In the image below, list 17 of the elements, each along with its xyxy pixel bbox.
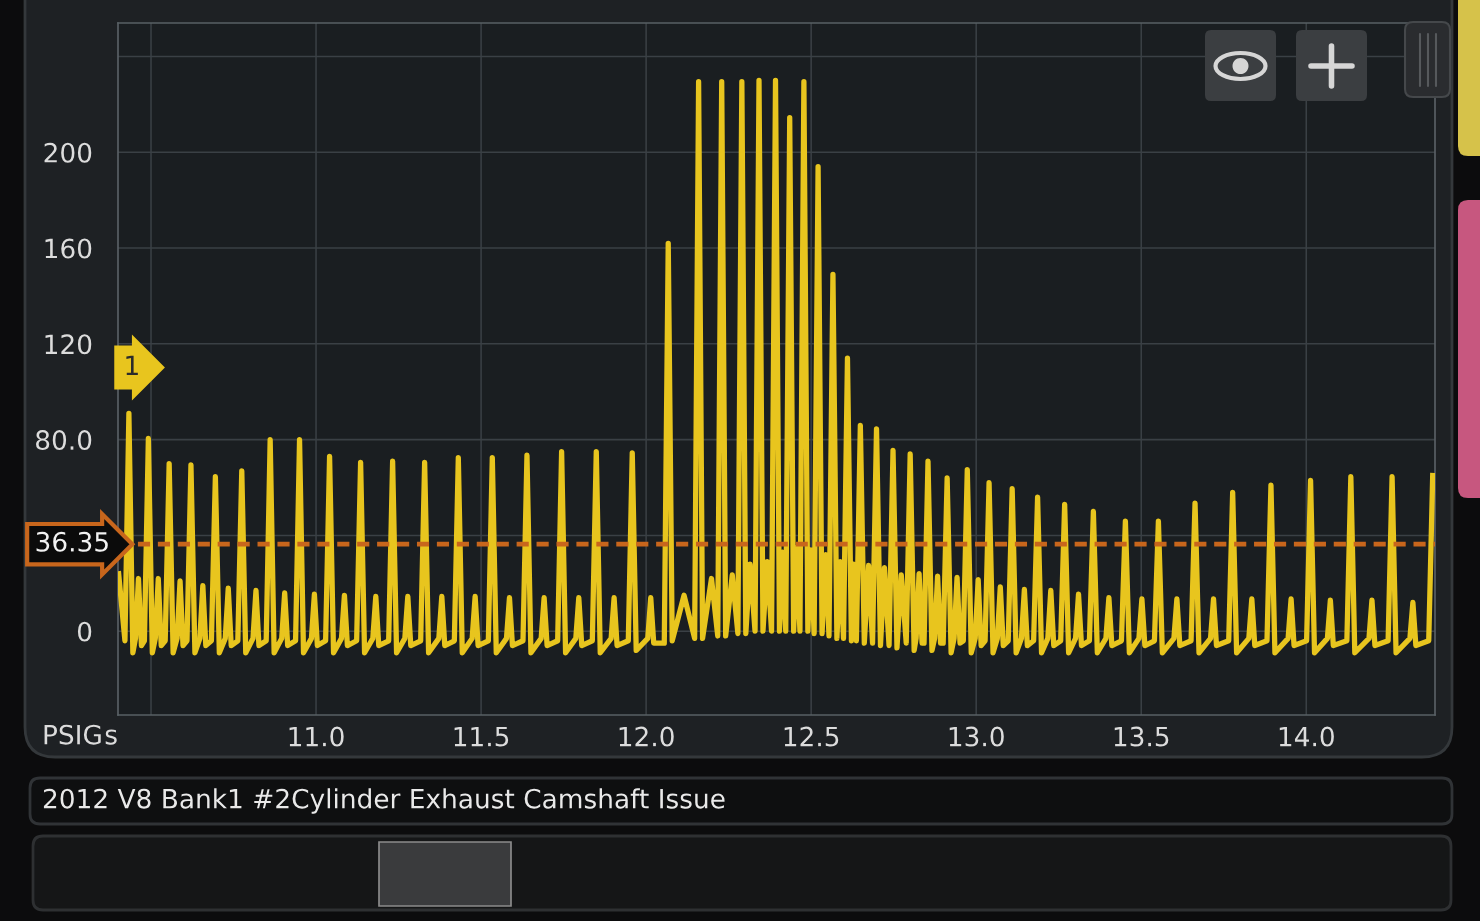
x-tick-label: 14.0 [1279, 726, 1334, 747]
y-tick-label: 200 [44, 142, 92, 163]
y-axis-title: PSIG [44, 724, 101, 745]
annotation: 1 [126, 355, 138, 375]
y-tick-label: 160 [45, 238, 92, 259]
y-tick-label: 0 [77, 621, 92, 642]
y-tick-label: 120 [45, 334, 92, 355]
text: 2012 V8 Bank1 #2Cylinder Exhaust Camshaft Issue [43, 788, 725, 814]
x-tick-label: 13.5 [1114, 726, 1169, 747]
x-tick-label: 11.5 [454, 726, 509, 747]
ref-line-label: 36.35 [36, 531, 108, 552]
x-tick-label: 11.0 [289, 726, 344, 747]
x-tick-label: 13.0 [949, 726, 1004, 747]
x-axis-title: s [105, 729, 117, 745]
y-tick-label: 80.0 [36, 430, 92, 451]
x-tick-label: 12.5 [784, 726, 839, 747]
x-tick-label: 12.0 [619, 726, 674, 747]
